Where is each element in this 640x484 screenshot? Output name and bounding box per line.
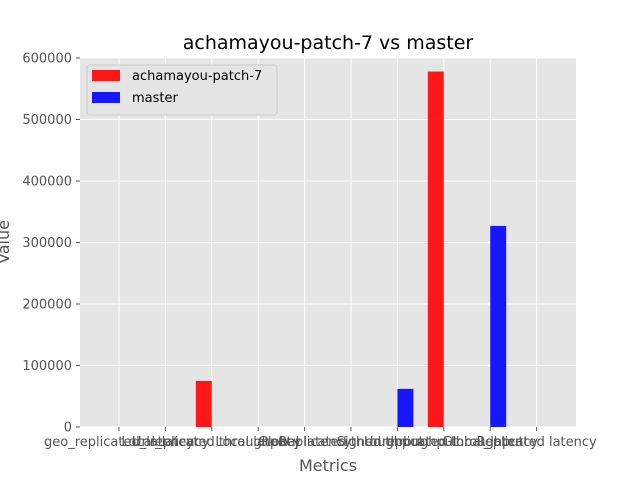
x-axis-label: Metrics [299, 456, 357, 475]
y-tick-label: 400000 [22, 175, 72, 190]
legend-label-achamayou-patch-7: achamayou-patch-7 [132, 69, 262, 84]
x-axis: geo_replicated_latencyLocal_latencyUnrep… [44, 427, 597, 450]
legend-swatch-achamayou-patch-7 [92, 70, 120, 81]
legend-box [86, 64, 278, 116]
x-tick-label: Unreplicated throughput [364, 435, 524, 450]
y-tick-label: 0 [64, 421, 72, 436]
x-tick-label: Signed throughput [337, 435, 458, 450]
legend-label-master: master [132, 91, 178, 106]
y-tick-label: 500000 [22, 113, 72, 128]
legend: achamayou-patch-7 master [86, 64, 278, 116]
chart-title: achamayou-patch-7 vs master [183, 32, 474, 54]
bar-achamayou-patch-7 [427, 71, 444, 427]
x-tick-label: Unreplicated throughput [132, 435, 292, 450]
y-tick-label: 100000 [22, 359, 72, 374]
y-tick-label: 600000 [22, 52, 72, 67]
x-tick-label: Replicated latency [476, 435, 597, 450]
legend-swatch-master [92, 92, 120, 103]
bar-master [397, 388, 414, 427]
bar-master [490, 225, 507, 427]
x-tick-label: Global latency [258, 435, 352, 450]
x-tick-label: Global_latency [442, 435, 538, 450]
x-tick-label: geo_replicated_latency [44, 435, 194, 450]
y-axis: 0 100000 200000 300000 400000 500000 600000 [22, 52, 80, 436]
y-tick-label: 300000 [22, 236, 72, 251]
bar-achamayou-patch-7 [195, 380, 212, 427]
x-tick-label: Local_latency [121, 435, 209, 450]
x-tick-label: Replicated throughput [278, 435, 423, 450]
y-axis-label: Value [0, 220, 13, 264]
x-tick-label: Local latency [215, 435, 301, 450]
y-tick-label: 200000 [22, 298, 72, 313]
bars [195, 71, 507, 427]
